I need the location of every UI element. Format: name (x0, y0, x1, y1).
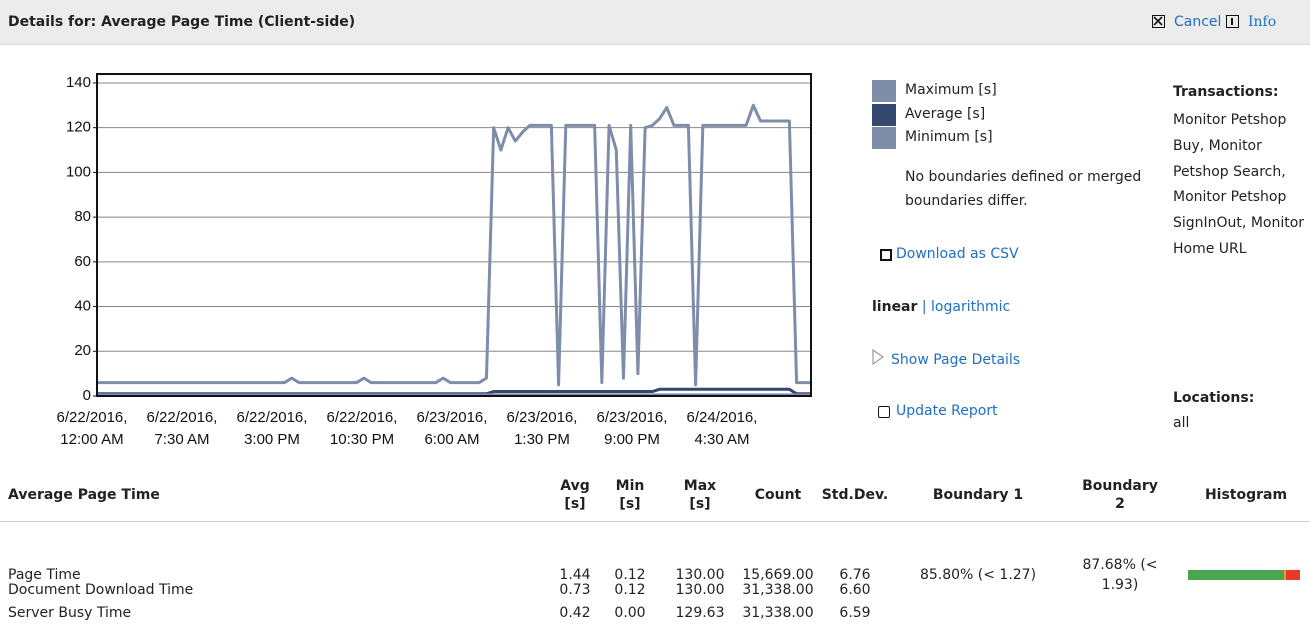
x-tick-date: 6/23/2016, (417, 409, 488, 426)
table-cell: 0.00 (614, 605, 646, 621)
table-header: Max [s] (683, 478, 717, 512)
table-cell: 0.12 (614, 567, 646, 583)
transactions-value: Monitor Petshop Buy, Monitor Petshop Sea… (1173, 112, 1305, 257)
expand-icon[interactable] (872, 349, 884, 365)
cancel-icon[interactable] (1152, 15, 1165, 28)
table-cell: 31,338.00 (742, 605, 814, 621)
table-cell: 87.68% (< 1.93) (1082, 557, 1158, 593)
x-tick-date: 6/23/2016, (507, 409, 578, 426)
table-header: Min [s] (615, 478, 645, 512)
table-cell: 31,338.00 (742, 582, 814, 598)
table-cell: 6.76 (839, 567, 871, 583)
chart: 0 20 40 60 80 100 120 140 6/22/2016, 12:00 AM 6/22… (57, 73, 812, 448)
table-header: Std.Dev. (821, 487, 889, 503)
table-header: Count (754, 487, 802, 503)
y-tick-label: 60 (74, 253, 91, 270)
x-tick-date: 6/23/2016, (597, 409, 668, 426)
table-header: Histogram (1204, 487, 1288, 503)
locations-label: Locations: (1173, 390, 1255, 406)
legend-swatch (872, 103, 896, 126)
download-icon[interactable] (880, 249, 892, 261)
x-tick-date: 6/22/2016, (147, 409, 218, 426)
table-cell: 1.44 (559, 567, 591, 583)
transactions-label: Transactions: (1173, 84, 1279, 100)
update-icon[interactable] (878, 406, 890, 418)
table-cell: 129.63 (675, 605, 725, 621)
locations-value: all (1173, 415, 1190, 431)
table-cell: 15,669.00 (742, 567, 814, 583)
table-cell: 0.42 (559, 605, 591, 621)
header-bar (0, 0, 1310, 45)
y-tick-label: 40 (74, 298, 91, 315)
x-tick-time: 9:00 PM (604, 431, 660, 448)
table-cell: 85.80% (< 1.27) (919, 567, 1037, 583)
x-tick-date: 6/22/2016, (237, 409, 308, 426)
table-cell: 0.12 (614, 582, 646, 598)
info-icon[interactable] (1226, 15, 1239, 28)
header-title: Details for: Average Page Time (Client-s… (8, 14, 356, 30)
table-cell: Document Download Time (8, 582, 194, 598)
x-tick-date: 6/22/2016, (327, 409, 398, 426)
x-tick-time: 12:00 AM (60, 431, 123, 448)
legend-label: Maximum [s] (905, 82, 997, 98)
y-tick-label: 100 (66, 163, 91, 180)
legend-swatch (872, 80, 896, 102)
y-tick-label: 120 (66, 119, 91, 136)
series-line (97, 387, 811, 396)
table-cell: 130.00 (675, 582, 725, 598)
y-tick-label: 80 (74, 208, 91, 225)
legend-label: Average [s] (905, 105, 986, 122)
table-header: Boundary 2 (1082, 478, 1158, 512)
logarithmic-link[interactable]: logarithmic (931, 299, 1011, 315)
table-cell: 6.60 (839, 582, 871, 598)
table-cell: 0.73 (559, 582, 591, 598)
x-tick-time: 3:00 PM (244, 431, 300, 448)
update-link[interactable]: Update Report (896, 403, 998, 419)
table-header: Boundary 1 (932, 487, 1024, 503)
plot-frame (96, 73, 812, 397)
info-link[interactable]: Info (1248, 14, 1277, 30)
y-tick-label: 140 (66, 74, 91, 91)
show-details-link[interactable]: Show Page Details (891, 352, 1021, 368)
x-tick-time: 6:00 AM (424, 431, 479, 448)
x-tick-time: 4:30 AM (694, 431, 749, 448)
linear-option[interactable]: linear (872, 299, 918, 315)
x-tick-time: 7:30 AM (154, 431, 209, 448)
table-cell: 130.00 (675, 567, 725, 583)
table-cell: Server Busy Time (8, 605, 132, 621)
legend-note: No boundaries defined or merged boundari… (905, 169, 1142, 209)
x-tick-date: 6/22/2016, (57, 409, 128, 426)
x-tick-date: 6/24/2016, (687, 409, 758, 426)
scale-switch: linear | logarithmic (872, 299, 1010, 315)
header-separator (0, 521, 1310, 522)
table-header: Avg [s] (560, 478, 590, 512)
separator: | (921, 299, 927, 315)
legend-swatch (872, 127, 896, 149)
x-tick-time: 10:30 PM (330, 431, 394, 448)
table-cell: Page Time (8, 567, 81, 583)
x-tick-time: 1:30 PM (514, 431, 570, 448)
y-tick-label: 20 (74, 342, 91, 359)
download-link[interactable]: Download as CSV (896, 246, 1019, 262)
table-cell: 6.59 (839, 605, 871, 621)
cancel-link[interactable]: Cancel (1174, 14, 1222, 30)
y-tick-label: 0 (83, 387, 91, 404)
series-line (97, 103, 811, 387)
legend-label: Minimum [s] (905, 129, 993, 145)
histogram-bar (1188, 570, 1300, 580)
table-header: Average Page Time (8, 487, 160, 503)
